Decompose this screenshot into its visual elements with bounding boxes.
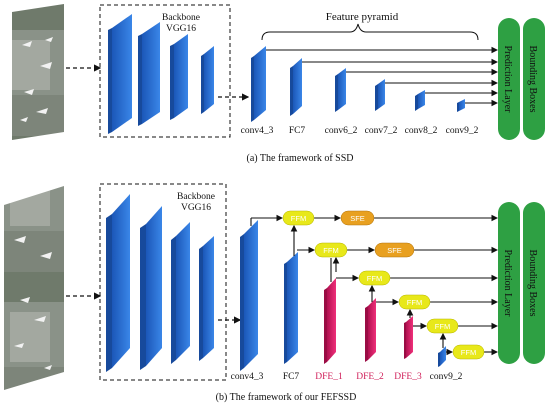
layer-labels-bottom: conv4_3 FC7 DFE_1 DFE_2 DFE_3 conv9_2 bbox=[231, 372, 463, 382]
label-conv4_3-bottom: conv4_3 bbox=[231, 372, 264, 382]
label-fc7-top: FC7 bbox=[289, 126, 306, 136]
prediction-layer-label-top: Prediction Layer bbox=[502, 46, 513, 114]
bounding-boxes-top bbox=[523, 18, 545, 140]
label-conv7_2-top: conv7_2 bbox=[365, 126, 398, 136]
ffm-label-6: FFM bbox=[461, 348, 476, 357]
label-conv8_2-top: conv8_2 bbox=[405, 126, 438, 136]
caption-top: (a) The framework of SSD bbox=[246, 153, 353, 164]
caption-bottom: (b) The framework of our FEFSSD bbox=[216, 392, 357, 403]
backbone-box-bottom bbox=[99, 183, 227, 381]
ffm-label-5: FFM bbox=[435, 322, 450, 331]
conv9-block-bottom bbox=[438, 346, 446, 367]
layer-labels-top: conv4_3 FC7 conv6_2 conv7_2 conv8_2 conv… bbox=[241, 126, 479, 136]
ffm-label-4: FFM bbox=[407, 298, 422, 307]
label-conv4_3-top: conv4_3 bbox=[241, 126, 274, 136]
backbone-label-bottom-1: Backbone bbox=[177, 192, 215, 202]
main-layers-bottom bbox=[240, 220, 298, 371]
label-dfe2: DFE_2 bbox=[356, 372, 384, 382]
ffm-module-6 bbox=[452, 344, 485, 360]
feature-pyramid-brace bbox=[261, 23, 479, 41]
ffm-module-2 bbox=[314, 242, 348, 258]
input-image-bottom bbox=[4, 186, 64, 390]
flow-arrows-bottom bbox=[250, 214, 499, 356]
backbone-box-top bbox=[99, 4, 231, 138]
ffm-label-1: FFM bbox=[291, 214, 306, 223]
prediction-layer-top bbox=[498, 18, 520, 140]
backbone-label-bottom-2: VGG16 bbox=[181, 203, 211, 213]
prediction-layer-bottom bbox=[498, 202, 520, 364]
label-conv6_2-top: conv6_2 bbox=[325, 126, 358, 136]
sfe-label-1: SFE bbox=[350, 214, 365, 223]
pyramid-arrows-top bbox=[266, 46, 499, 107]
label-dfe3: DFE_3 bbox=[394, 372, 422, 382]
ffm-label-2: FFM bbox=[323, 246, 338, 255]
ffm-label-3: FFM bbox=[367, 274, 382, 283]
label-conv9_2-bottom: conv9_2 bbox=[430, 372, 463, 382]
backbone-blocks-top bbox=[108, 14, 214, 134]
label-conv9_2-top: conv9_2 bbox=[446, 126, 479, 136]
pyramid-layers-top bbox=[251, 46, 465, 122]
bounding-boxes-label-top: Bounding Boxes bbox=[527, 46, 538, 113]
ffm-sfe-modules: FFM SFE FFM SFE FFM FFM FFM FFM bbox=[282, 210, 485, 360]
ffm-module-5 bbox=[426, 318, 459, 334]
ssd-section: Backbone VGG16 Feature pyramid bbox=[12, 4, 545, 164]
bounding-boxes-label-bottom: Bounding Boxes bbox=[527, 250, 538, 317]
backbone-label-top-2: VGG16 bbox=[166, 24, 196, 34]
backbone-label-top-1: Backbone bbox=[162, 13, 200, 23]
backbone-blocks-bottom bbox=[106, 194, 214, 372]
fefssd-section: Backbone VGG16 bbox=[4, 183, 545, 403]
ffm-module-1 bbox=[282, 210, 315, 226]
label-dfe1: DFE_1 bbox=[315, 372, 343, 382]
bounding-boxes-bottom bbox=[523, 202, 545, 364]
sfe-label-2: SFE bbox=[387, 246, 402, 255]
ffm-module-3 bbox=[358, 270, 391, 286]
prediction-layer-label-bottom: Prediction Layer bbox=[502, 250, 513, 318]
input-image-top bbox=[12, 4, 64, 140]
dfe-blocks bbox=[324, 278, 413, 364]
feature-pyramid-label: Feature pyramid bbox=[326, 11, 399, 23]
sfe-module-2 bbox=[374, 242, 415, 258]
sfe-module-1 bbox=[340, 210, 375, 226]
ffm-module-4 bbox=[398, 294, 431, 310]
label-fc7-bottom: FC7 bbox=[283, 372, 300, 382]
